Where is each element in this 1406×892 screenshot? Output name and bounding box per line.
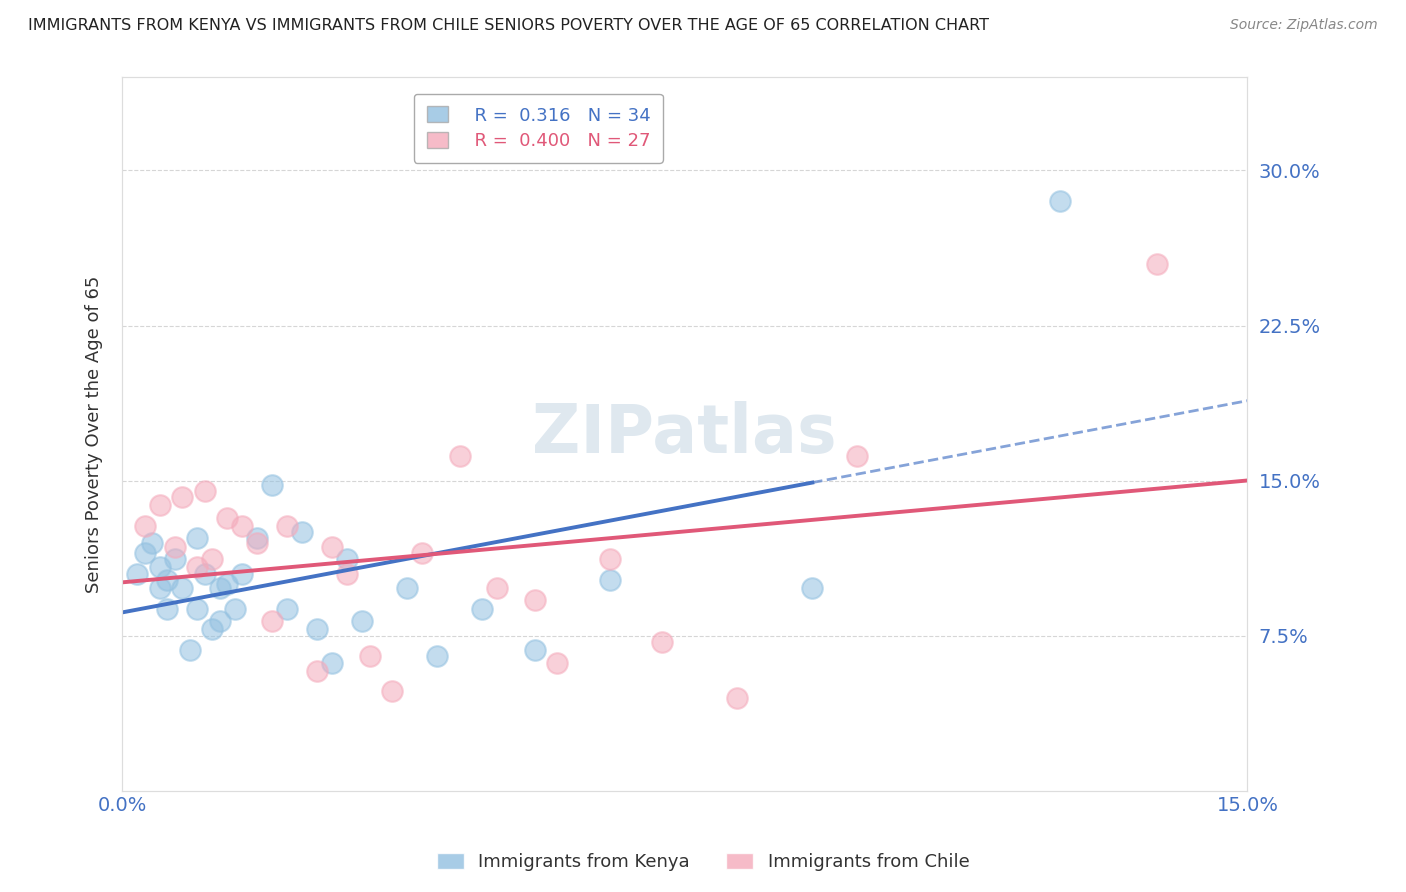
Point xyxy=(801,581,824,595)
Point xyxy=(246,532,269,546)
Point xyxy=(1146,256,1168,270)
Point xyxy=(359,649,381,664)
Point xyxy=(523,643,546,657)
Point xyxy=(291,525,314,540)
Point xyxy=(134,546,156,560)
Point xyxy=(163,540,186,554)
Point xyxy=(262,477,284,491)
Point xyxy=(846,449,869,463)
Point xyxy=(307,664,329,678)
Point xyxy=(599,552,621,566)
Point xyxy=(208,614,231,628)
Point xyxy=(523,593,546,607)
Legend:   R =  0.316   N = 34,   R =  0.400   N = 27: R = 0.316 N = 34, R = 0.400 N = 27 xyxy=(413,94,664,162)
Point xyxy=(307,623,329,637)
Point xyxy=(224,601,246,615)
Point xyxy=(186,532,208,546)
Point xyxy=(208,581,231,595)
Point xyxy=(396,581,419,595)
Point xyxy=(651,635,673,649)
Point xyxy=(186,560,208,574)
Point xyxy=(148,499,170,513)
Point xyxy=(321,656,343,670)
Point xyxy=(201,552,224,566)
Point xyxy=(156,601,179,615)
Point xyxy=(486,581,509,595)
Point xyxy=(246,535,269,549)
Point xyxy=(179,643,201,657)
Point xyxy=(321,540,343,554)
Point xyxy=(148,581,170,595)
Point xyxy=(217,577,239,591)
Text: ZIPatlas: ZIPatlas xyxy=(533,401,837,467)
Point xyxy=(276,519,298,533)
Point xyxy=(156,573,179,587)
Text: IMMIGRANTS FROM KENYA VS IMMIGRANTS FROM CHILE SENIORS POVERTY OVER THE AGE OF 6: IMMIGRANTS FROM KENYA VS IMMIGRANTS FROM… xyxy=(28,18,988,33)
Point xyxy=(231,566,253,581)
Point xyxy=(411,546,433,560)
Point xyxy=(276,601,298,615)
Point xyxy=(725,690,748,705)
Point xyxy=(163,552,186,566)
Point xyxy=(262,614,284,628)
Text: Source: ZipAtlas.com: Source: ZipAtlas.com xyxy=(1230,18,1378,32)
Point xyxy=(471,601,494,615)
Point xyxy=(546,656,568,670)
Point xyxy=(336,566,359,581)
Point xyxy=(599,573,621,587)
Point xyxy=(194,483,217,498)
Point xyxy=(148,560,170,574)
Point xyxy=(194,566,217,581)
Point xyxy=(336,552,359,566)
Point xyxy=(125,566,148,581)
Point xyxy=(217,510,239,524)
Point xyxy=(141,535,163,549)
Point xyxy=(134,519,156,533)
Point xyxy=(170,581,193,595)
Point xyxy=(201,623,224,637)
Point xyxy=(352,614,374,628)
Point xyxy=(170,490,193,504)
Y-axis label: Seniors Poverty Over the Age of 65: Seniors Poverty Over the Age of 65 xyxy=(86,276,103,593)
Point xyxy=(231,519,253,533)
Point xyxy=(426,649,449,664)
Point xyxy=(186,601,208,615)
Point xyxy=(381,684,404,698)
Point xyxy=(1049,194,1071,209)
Point xyxy=(449,449,471,463)
Legend: Immigrants from Kenya, Immigrants from Chile: Immigrants from Kenya, Immigrants from C… xyxy=(429,846,977,879)
